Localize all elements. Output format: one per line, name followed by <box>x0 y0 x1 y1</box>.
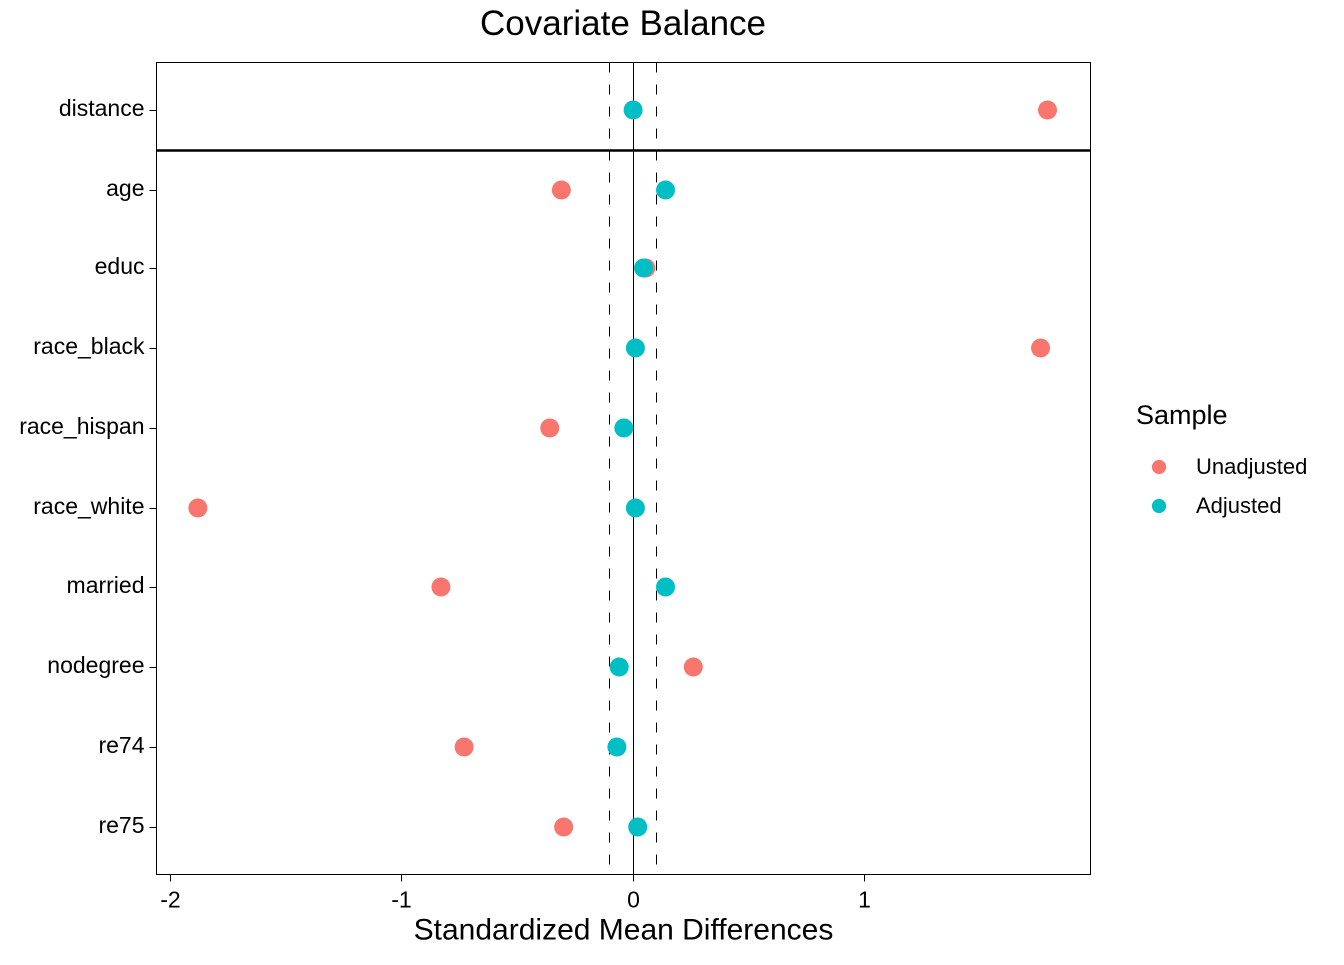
svg-text:-1: -1 <box>391 887 411 913</box>
svg-text:Adjusted: Adjusted <box>1196 493 1282 518</box>
svg-text:re75: re75 <box>98 812 144 838</box>
svg-text:-2: -2 <box>160 887 180 913</box>
svg-text:Covariate Balance: Covariate Balance <box>480 4 766 43</box>
svg-text:Standardized Mean Differences: Standardized Mean Differences <box>414 914 834 947</box>
svg-text:race_hispan: race_hispan <box>19 413 144 439</box>
svg-text:re74: re74 <box>98 732 144 758</box>
svg-text:race_white: race_white <box>33 493 144 519</box>
svg-text:nodegree: nodegree <box>47 652 144 678</box>
svg-text:Unadjusted: Unadjusted <box>1196 454 1307 479</box>
svg-text:0: 0 <box>627 887 640 913</box>
svg-text:distance: distance <box>59 95 145 121</box>
svg-text:age: age <box>106 175 144 201</box>
svg-text:Sample: Sample <box>1136 400 1228 430</box>
svg-text:married: married <box>67 572 145 598</box>
svg-text:race_black: race_black <box>33 333 145 359</box>
svg-text:1: 1 <box>858 887 871 913</box>
svg-text:educ: educ <box>95 253 145 279</box>
